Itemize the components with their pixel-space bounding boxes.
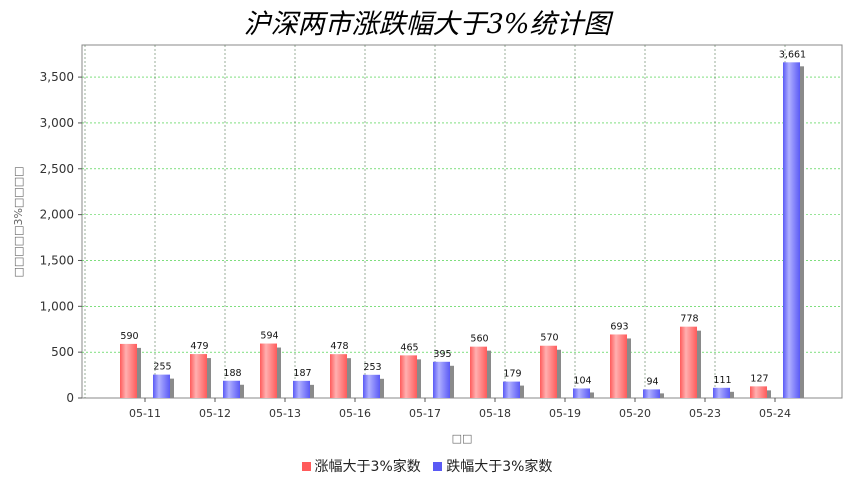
bar-value-label: 187 xyxy=(293,368,311,379)
bar-fall[interactable] xyxy=(713,387,730,398)
x-tick-label: 05-17 xyxy=(409,407,441,420)
legend-swatch-rise xyxy=(301,461,311,471)
x-axis-title: □□ xyxy=(452,432,473,445)
plot-area xyxy=(81,44,843,399)
legend-swatch-fall xyxy=(433,461,443,471)
x-tick-label: 05-16 xyxy=(339,407,371,420)
bar-value-label: 693 xyxy=(610,321,628,332)
bar-value-label: 111 xyxy=(713,375,731,386)
bar-rise[interactable] xyxy=(190,354,207,398)
bar-value-label: 3,661 xyxy=(779,49,806,60)
bar-rise[interactable] xyxy=(260,343,277,398)
bar-fall[interactable] xyxy=(643,389,660,398)
y-tick-label: 500 xyxy=(51,345,74,359)
bar-fall[interactable] xyxy=(433,361,450,398)
bar-fall[interactable] xyxy=(153,374,170,398)
x-tick-label: 05-24 xyxy=(759,407,791,420)
bar-rise[interactable] xyxy=(400,355,417,398)
x-tick-label: 05-19 xyxy=(549,407,581,420)
bar-value-label: 127 xyxy=(750,373,768,384)
bar-rise[interactable] xyxy=(680,326,697,398)
bar-rise[interactable] xyxy=(330,354,347,398)
bar-value-label: 395 xyxy=(433,349,451,360)
bar-fall[interactable] xyxy=(503,381,520,398)
y-tick-label: 3,500 xyxy=(40,70,74,84)
bar-value-label: 255 xyxy=(153,362,171,373)
bar-value-label: 590 xyxy=(120,331,138,342)
bar-value-label: 594 xyxy=(260,331,278,342)
bar-value-label: 570 xyxy=(540,333,558,344)
x-tick-label: 05-18 xyxy=(479,407,511,420)
y-tick-label: 1,000 xyxy=(40,299,74,313)
bar-rise[interactable] xyxy=(120,343,137,398)
y-tick-label: 3,000 xyxy=(40,116,74,130)
legend-label-fall: 跌幅大于3%家数 xyxy=(446,459,553,475)
x-tick-label: 05-13 xyxy=(269,407,301,420)
legend-item-rise[interactable]: 涨幅大于3%家数 xyxy=(301,456,421,476)
bar-value-label: 253 xyxy=(363,362,381,373)
bar-rise[interactable] xyxy=(470,346,487,398)
bar-value-label: 560 xyxy=(470,334,488,345)
x-tick-label: 05-20 xyxy=(619,407,651,420)
bar-value-label: 104 xyxy=(573,375,591,386)
chart-title: 沪深两市涨跌幅大于3%统计图 xyxy=(243,9,611,40)
y-tick-label: 2,500 xyxy=(40,162,74,176)
x-tick-label: 05-11 xyxy=(129,407,161,420)
bar-value-label: 188 xyxy=(223,368,241,379)
bar-fall[interactable] xyxy=(573,388,590,398)
bar-value-label: 94 xyxy=(646,376,658,387)
y-tick-label: 0 xyxy=(66,391,74,405)
bar-value-label: 479 xyxy=(190,341,208,352)
bar-value-label: 465 xyxy=(400,342,418,353)
y-tick-label: 2,000 xyxy=(40,208,74,222)
bar-fall[interactable] xyxy=(783,62,800,398)
y-axis-title: □□□□□3%□□□□ xyxy=(12,167,25,278)
bar-fall[interactable] xyxy=(363,374,380,398)
bar-rise[interactable] xyxy=(750,386,767,398)
y-tick-label: 1,500 xyxy=(40,253,74,267)
legend-label-rise: 涨幅大于3%家数 xyxy=(314,459,421,475)
bar-rise[interactable] xyxy=(610,334,627,398)
bar-value-label: 478 xyxy=(330,341,348,352)
bar-rise[interactable] xyxy=(540,345,557,398)
bar-value-label: 179 xyxy=(503,369,521,380)
legend: 涨幅大于3%家数 跌幅大于3%家数 xyxy=(0,456,854,476)
legend-item-fall[interactable]: 跌幅大于3%家数 xyxy=(433,456,552,476)
x-tick-label: 05-23 xyxy=(689,407,721,420)
bar-value-label: 778 xyxy=(680,314,698,325)
bar-fall[interactable] xyxy=(223,380,240,398)
bar-fall[interactable] xyxy=(293,380,310,398)
x-tick-label: 05-12 xyxy=(199,407,231,420)
